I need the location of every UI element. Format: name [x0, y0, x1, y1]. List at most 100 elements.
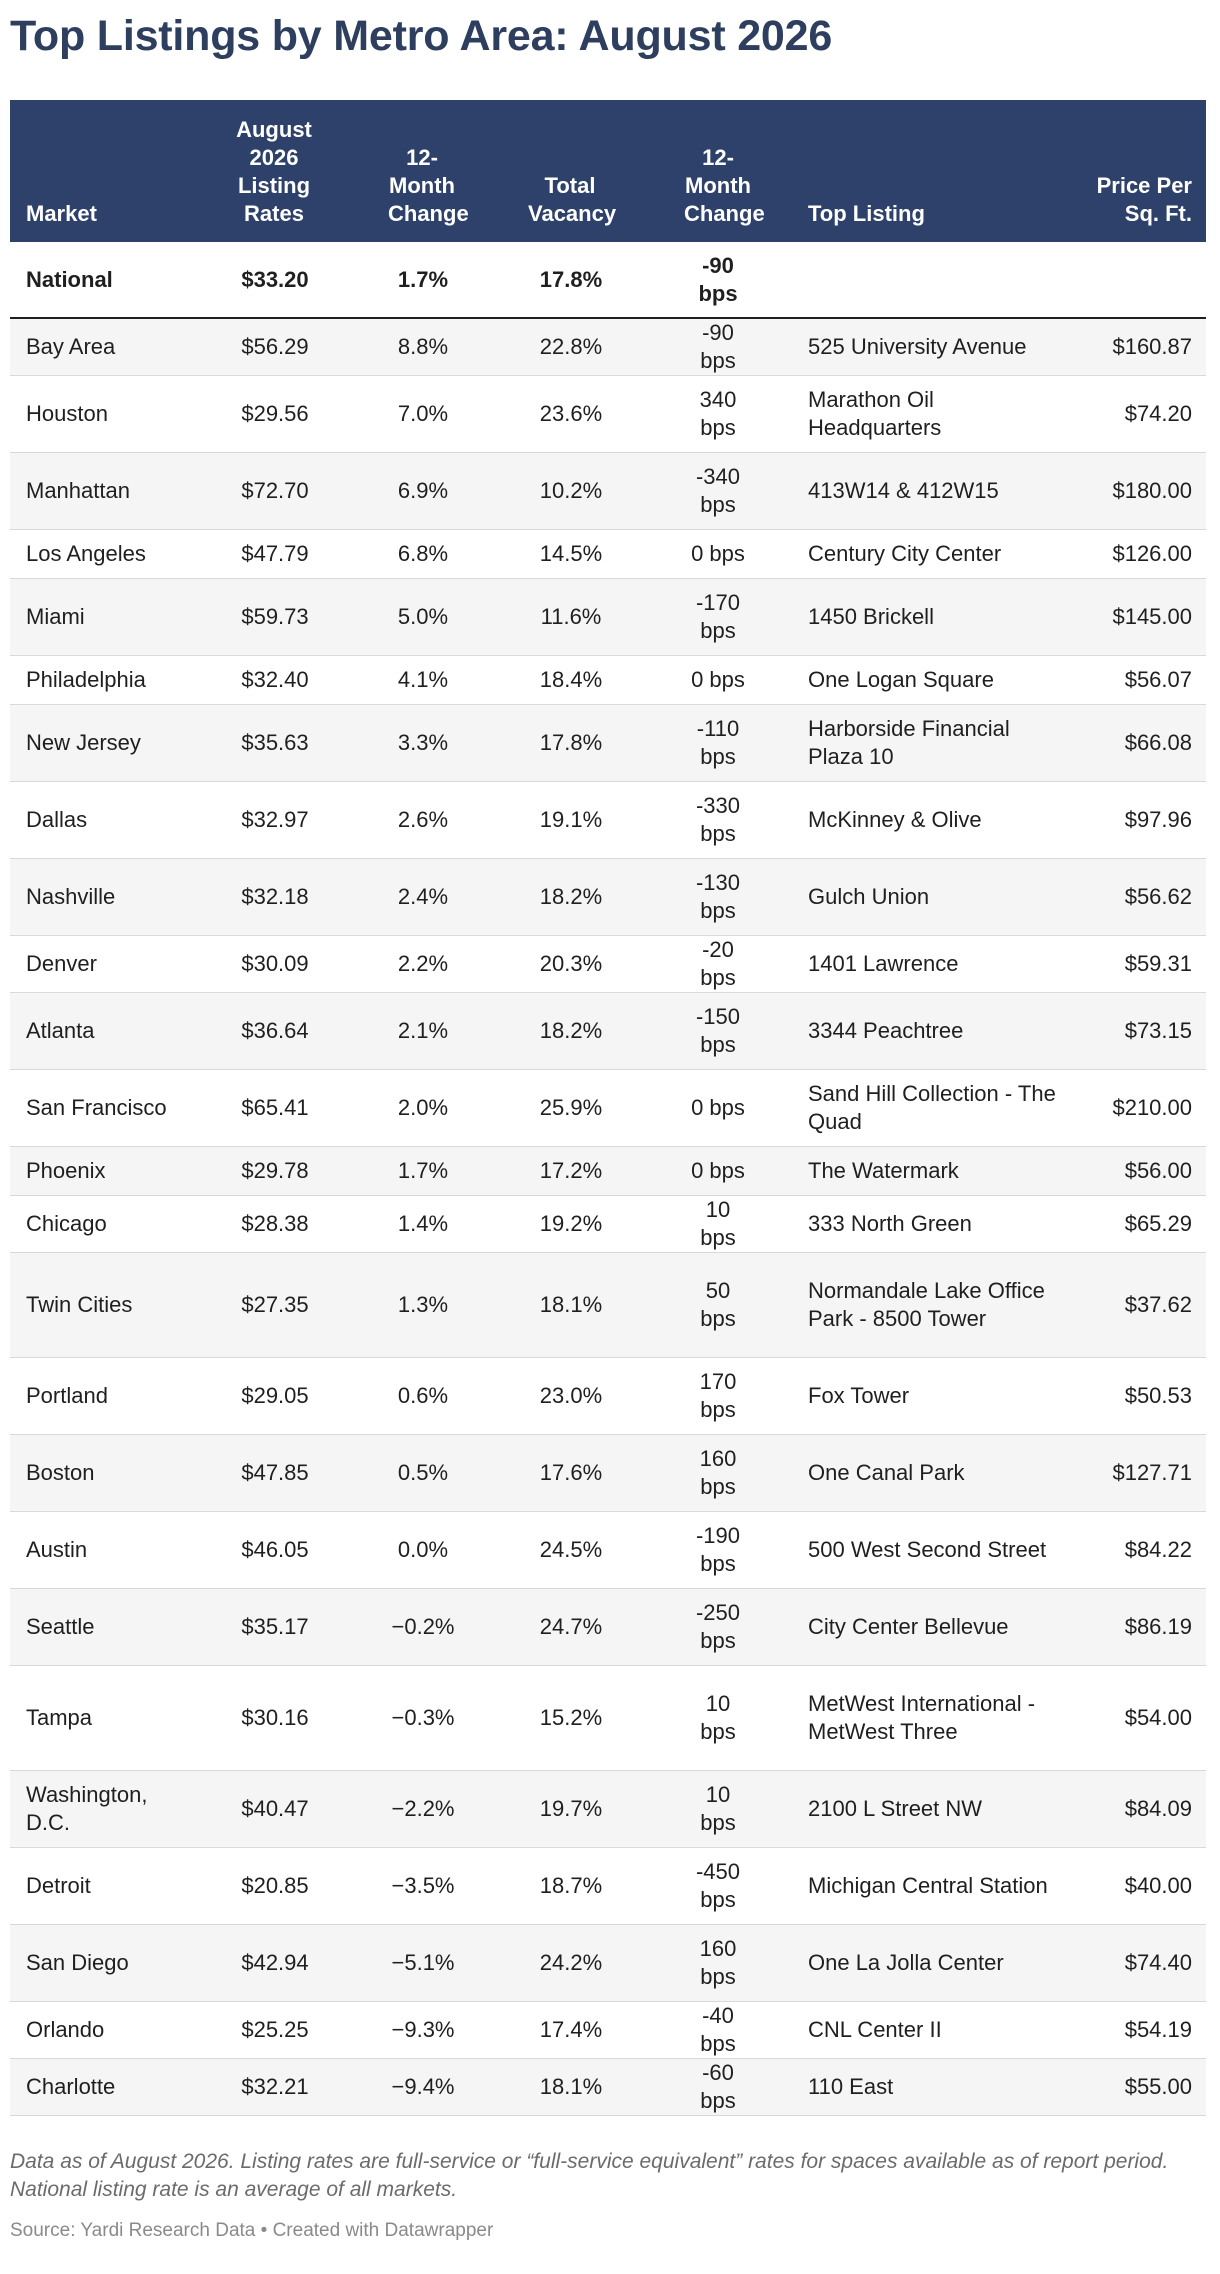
- table-row: Denver $30.09 2.2% 20.3% -20 bps 1401 Lawrenc…: [10, 935, 1206, 993]
- cell-price-per-sqft: $127.71: [1112, 1460, 1192, 1485]
- cell-price-per-sqft: $126.00: [1112, 541, 1192, 566]
- cell-rate-change: 5.0%: [397, 604, 449, 629]
- cell-market: Atlanta: [26, 1018, 95, 1043]
- cell-listing-rate: $59.73: [241, 604, 309, 629]
- cell-rate-change: −9.4%: [391, 2074, 455, 2099]
- cell-vacancy-change: -330 bps: [695, 793, 741, 846]
- cell-market: Nashville: [26, 884, 116, 909]
- header-vacancy-change: 12-Month Change: [684, 145, 765, 226]
- national-market: National: [26, 266, 113, 292]
- cell-listing-rate: $25.25: [241, 2017, 309, 2042]
- cell-top-listing: Michigan Central Station: [808, 1873, 1048, 1898]
- cell-rate-change: 4.1%: [397, 667, 449, 692]
- cell-price-per-sqft: $54.00: [1124, 1705, 1192, 1730]
- table-row: Phoenix $29.78 1.7% 17.2% 0 bps The Watermark…: [10, 1146, 1206, 1196]
- cell-market: Charlotte: [26, 2074, 116, 2099]
- header-total-vacancy: Total Vacancy: [528, 173, 617, 226]
- cell-vacancy-change: 170 bps: [699, 1369, 737, 1422]
- cell-rate-change: 2.4%: [397, 884, 449, 909]
- cell-listing-rate: $36.64: [241, 1018, 309, 1043]
- cell-vacancy-change: 0 bps: [691, 667, 745, 692]
- cell-listing-rate: $32.21: [241, 2074, 309, 2099]
- table-row: Orlando $25.25 −9.3% 17.4% -40 bps CNL Center…: [10, 2001, 1206, 2059]
- cell-vacancy-change: 10 bps: [700, 1691, 736, 1744]
- cell-market: Washington, D.C.: [26, 1782, 148, 1835]
- cell-market: Detroit: [26, 1873, 91, 1898]
- header-rate-change: 12-Month Change: [388, 145, 469, 226]
- cell-listing-rate: $30.09: [241, 951, 309, 976]
- cell-market: Austin: [26, 1537, 88, 1562]
- cell-rate-change: −0.3%: [391, 1705, 455, 1730]
- cell-top-listing: Fox Tower: [808, 1383, 910, 1408]
- cell-listing-rate: $29.56: [241, 401, 309, 426]
- cell-vacancy-change: -250 bps: [695, 1600, 741, 1653]
- header-market: Market: [26, 201, 97, 226]
- cell-total-vacancy: 18.1%: [539, 1292, 603, 1317]
- cell-vacancy-change: 0 bps: [691, 1095, 745, 1120]
- cell-price-per-sqft: $73.15: [1124, 1018, 1192, 1043]
- table-header: Market August 2026 Listing Rates 12-Mont…: [10, 100, 1206, 242]
- cell-market: Seattle: [26, 1614, 95, 1639]
- cell-rate-change: 0.5%: [397, 1460, 449, 1485]
- cell-market: Twin Cities: [26, 1292, 133, 1317]
- cell-market: Manhattan: [26, 478, 130, 503]
- table-row: Manhattan $72.70 6.9% 10.2% -340 bps 413W14 &…: [10, 452, 1206, 530]
- cell-vacancy-change: 160 bps: [699, 1446, 737, 1499]
- header-top-listing: Top Listing: [808, 201, 925, 226]
- cell-total-vacancy: 23.6%: [539, 401, 603, 426]
- cell-price-per-sqft: $50.53: [1124, 1383, 1192, 1408]
- cell-vacancy-change: -150 bps: [695, 1004, 741, 1057]
- cell-rate-change: −9.3%: [391, 2017, 455, 2042]
- cell-top-listing: Harborside Financial Plaza 10: [808, 716, 1010, 769]
- cell-listing-rate: $46.05: [241, 1537, 309, 1562]
- cell-total-vacancy: 18.1%: [539, 2074, 603, 2099]
- header-listing-rates: August 2026 Listing Rates: [236, 117, 312, 226]
- page-title: Top Listings by Metro Area: August 2026: [10, 12, 833, 60]
- cell-top-listing: MetWest International - MetWest Three: [808, 1691, 1036, 1744]
- cell-top-listing: Normandale Lake Office Park - 8500 Tower: [808, 1278, 1045, 1331]
- cell-market: Portland: [26, 1383, 108, 1408]
- national-price: [1076, 242, 1206, 318]
- cell-total-vacancy: 24.2%: [539, 1950, 603, 1975]
- cell-top-listing: 1401 Lawrence: [808, 951, 959, 976]
- cell-price-per-sqft: $55.00: [1124, 2074, 1192, 2099]
- cell-market: Dallas: [26, 807, 88, 832]
- cell-price-per-sqft: $210.00: [1112, 1095, 1192, 1120]
- cell-rate-change: 1.3%: [397, 1292, 449, 1317]
- cell-rate-change: 2.0%: [397, 1095, 449, 1120]
- cell-listing-rate: $35.63: [241, 730, 309, 755]
- cell-market: Chicago: [26, 1211, 107, 1236]
- cell-rate-change: 6.9%: [397, 478, 449, 503]
- cell-market: Houston: [26, 401, 108, 426]
- cell-vacancy-change: -60 bps: [700, 2060, 736, 2113]
- cell-market: Los Angeles: [26, 541, 146, 566]
- cell-total-vacancy: 17.6%: [539, 1460, 603, 1485]
- cell-price-per-sqft: $56.07: [1124, 667, 1192, 692]
- cell-top-listing: Sand Hill Collection - The Quad: [808, 1081, 1056, 1134]
- cell-vacancy-change: 340 bps: [699, 387, 737, 440]
- cell-rate-change: 2.1%: [397, 1018, 449, 1043]
- cell-listing-rate: $32.18: [241, 884, 309, 909]
- cell-total-vacancy: 18.4%: [539, 667, 603, 692]
- cell-vacancy-change: 0 bps: [691, 541, 745, 566]
- cell-price-per-sqft: $145.00: [1112, 604, 1192, 629]
- cell-listing-rate: $20.85: [241, 1873, 309, 1898]
- table-row: San Francisco $65.41 2.0% 25.9% 0 bps Sand Hi…: [10, 1069, 1206, 1147]
- cell-total-vacancy: 11.6%: [540, 604, 602, 629]
- cell-listing-rate: $27.35: [241, 1292, 309, 1317]
- cell-price-per-sqft: $84.22: [1124, 1537, 1192, 1562]
- cell-vacancy-change: -340 bps: [695, 464, 741, 517]
- cell-vacancy-change: -20 bps: [700, 937, 736, 990]
- cell-market: San Diego: [26, 1950, 129, 1975]
- cell-rate-change: 2.2%: [397, 951, 449, 976]
- cell-market: New Jersey: [26, 730, 141, 755]
- cell-market: Phoenix: [26, 1158, 106, 1183]
- cell-total-vacancy: 22.8%: [539, 334, 603, 359]
- cell-rate-change: 1.7%: [397, 1158, 449, 1183]
- table-row: Twin Cities $27.35 1.3% 18.1% 50 bps Normanda…: [10, 1252, 1206, 1358]
- cell-price-per-sqft: $66.08: [1124, 730, 1192, 755]
- cell-vacancy-change: 10 bps: [700, 1782, 736, 1835]
- table-row: Chicago $28.38 1.4% 19.2% 10 bps 333 North Gr…: [10, 1195, 1206, 1253]
- cell-top-listing: CNL Center II: [808, 2017, 942, 2042]
- cell-total-vacancy: 23.0%: [539, 1383, 603, 1408]
